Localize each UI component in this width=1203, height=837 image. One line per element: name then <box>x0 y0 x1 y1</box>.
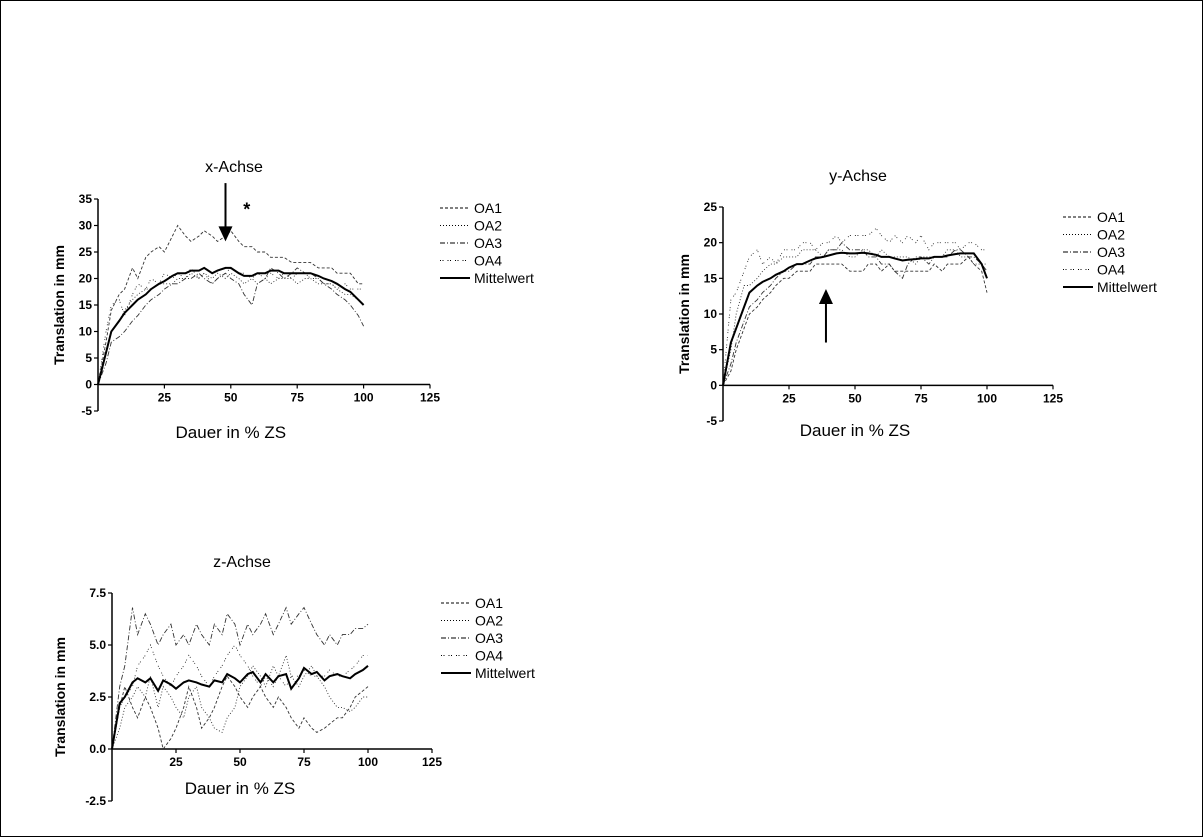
series-line-oa1 <box>111 675 369 751</box>
y-tick-label: 10 <box>79 325 93 339</box>
series-line-mittelwert <box>111 665 369 750</box>
series-line-oa3 <box>97 267 365 385</box>
chart-title: z-Achse <box>213 554 271 571</box>
x-tick-label: 75 <box>297 755 311 769</box>
legend-label: Mittelwert <box>1097 279 1157 295</box>
y-tick-label: 15 <box>704 271 718 285</box>
chart-0: x-Achse -5 0 5 10 15 20 25 30 35 25 50 75 100 125 Dauer… <box>51 159 534 442</box>
chart-1: y-Achse -5 0 5 10 15 20 25 25 50 75 100 125 Dauer in … <box>676 168 1157 440</box>
series-line-oa2 <box>722 249 987 386</box>
y-tick-label: 25 <box>79 245 93 259</box>
annotation-arrow-head <box>818 289 833 305</box>
y-tick-label: -5 <box>81 404 92 418</box>
y-tick-label: 15 <box>79 298 93 312</box>
x-axis-label: Dauer in % ZS <box>185 779 296 798</box>
y-tick-label: 5 <box>85 351 92 365</box>
series-line-oa2 <box>97 272 364 385</box>
legend-label: OA2 <box>474 218 502 234</box>
legend-label: Mittelwert <box>475 665 535 681</box>
x-tick-label: 125 <box>420 391 440 405</box>
x-tick-label: 100 <box>358 755 378 769</box>
y-tick-label: 20 <box>79 272 93 286</box>
legend-label: OA3 <box>1097 244 1125 260</box>
legend-label: OA3 <box>475 630 503 646</box>
series-line-oa3 <box>111 606 369 750</box>
y-axis-label: Translation in mm <box>52 637 68 757</box>
series-line-oa1 <box>722 256 988 386</box>
legend-label: OA2 <box>1097 227 1125 243</box>
legend-label: OA1 <box>1097 209 1125 225</box>
y-axis-label: Translation in mm <box>51 245 67 365</box>
annotation-arrow-head <box>218 226 233 242</box>
x-tick-label: 100 <box>977 391 997 405</box>
legend-label: OA3 <box>474 235 502 251</box>
x-tick-label: 50 <box>224 391 238 405</box>
legend-label: OA4 <box>1097 262 1125 278</box>
x-tick-label: 100 <box>354 391 374 405</box>
y-tick-label: 10 <box>704 307 718 321</box>
series-line-oa2 <box>111 653 368 750</box>
chart-title: x-Achse <box>205 159 263 176</box>
x-tick-label: 25 <box>158 391 172 405</box>
y-tick-label: 2.5 <box>89 690 106 704</box>
y-tick-label: 7.5 <box>89 586 106 600</box>
x-tick-label: 25 <box>169 755 183 769</box>
y-tick-label: 0 <box>85 378 92 392</box>
x-tick-label: 25 <box>782 391 796 405</box>
legend-label: OA4 <box>475 648 503 664</box>
x-tick-label: 125 <box>422 755 442 769</box>
series-line-oa1 <box>97 224 364 385</box>
y-tick-label: 5 <box>710 343 717 357</box>
x-tick-label: 75 <box>914 391 928 405</box>
x-tick-label: 125 <box>1043 391 1063 405</box>
y-axis-label: Translation in mm <box>676 254 692 374</box>
y-tick-label: 30 <box>79 219 93 233</box>
x-tick-label: 50 <box>233 755 247 769</box>
x-axis-label: Dauer in % ZS <box>176 423 287 442</box>
y-tick-label: -2.5 <box>85 794 106 808</box>
y-tick-label: 5.0 <box>89 638 106 652</box>
legend-label: OA1 <box>474 200 502 216</box>
chart-title: y-Achse <box>829 168 887 185</box>
chart-2: z-Achse -2.5 0.0 2.5 5.0 7.5 25 50 75 100 125 Dauer… <box>52 554 535 808</box>
x-tick-label: 75 <box>291 391 305 405</box>
legend-label: OA1 <box>475 595 503 611</box>
series-line-mittelwert <box>97 266 365 385</box>
y-tick-label: 25 <box>704 200 718 214</box>
y-tick-label: 35 <box>79 192 93 206</box>
series-line-oa4 <box>97 267 364 385</box>
x-tick-label: 50 <box>848 391 862 405</box>
series-line-mittelwert <box>722 251 988 386</box>
legend-label: Mittelwert <box>474 270 534 286</box>
series-line-oa4 <box>111 643 368 750</box>
y-tick-label: -5 <box>706 414 717 428</box>
y-tick-label: 0 <box>710 378 717 392</box>
x-axis-label: Dauer in % ZS <box>800 421 911 440</box>
y-tick-label: 0.0 <box>89 742 106 756</box>
legend-label: OA4 <box>474 253 502 269</box>
annotation-star: * <box>243 200 250 220</box>
series-line-oa4 <box>722 227 987 386</box>
y-tick-label: 20 <box>704 236 718 250</box>
legend-label: OA2 <box>475 613 503 629</box>
